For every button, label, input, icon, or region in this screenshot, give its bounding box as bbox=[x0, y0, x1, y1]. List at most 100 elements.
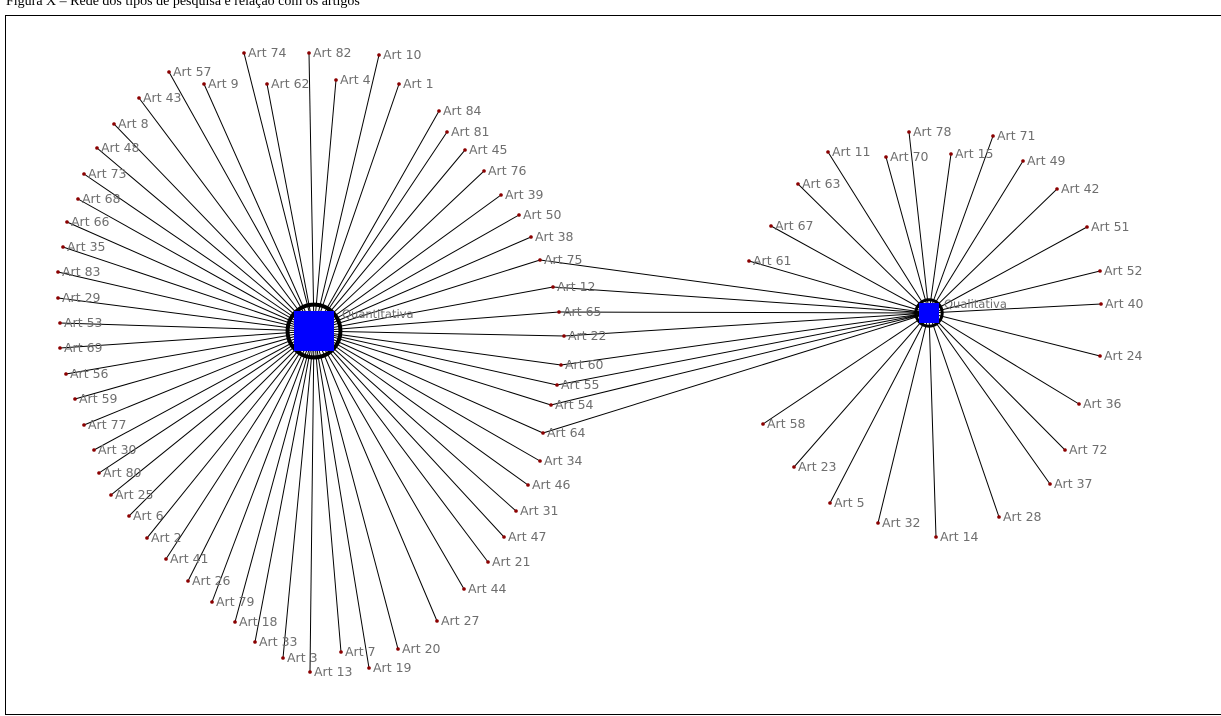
node-art-19 bbox=[367, 666, 371, 670]
node-art-50 bbox=[517, 213, 521, 217]
node-art-37 bbox=[1048, 482, 1052, 486]
node-art-14 bbox=[934, 535, 938, 539]
node-art-79 bbox=[210, 600, 214, 604]
node-art-63 bbox=[796, 182, 800, 186]
node-art-53 bbox=[58, 321, 62, 325]
node-art-70 bbox=[884, 155, 888, 159]
edge-qual-art-42 bbox=[928, 188, 1058, 314]
node-label-art-9: Art 9 bbox=[208, 76, 239, 91]
node-art-35 bbox=[61, 245, 65, 249]
node-art-61 bbox=[747, 259, 751, 263]
node-art-10 bbox=[377, 53, 381, 57]
node-label-art-54: Art 54 bbox=[555, 397, 594, 412]
edge-quant-art-4 bbox=[313, 79, 337, 332]
node-label-art-79: Art 79 bbox=[216, 594, 255, 609]
node-label-art-63: Art 63 bbox=[802, 176, 840, 191]
node-label-art-68: Art 68 bbox=[82, 191, 121, 206]
node-art-27 bbox=[435, 619, 439, 623]
edge-quant-art-13 bbox=[309, 330, 315, 673]
edge-qual-art-54 bbox=[550, 312, 930, 406]
node-art-46 bbox=[526, 483, 530, 487]
node-label-art-6: Art 6 bbox=[133, 508, 164, 523]
node-label-art-21: Art 21 bbox=[492, 554, 530, 569]
edge-quant-art-44 bbox=[313, 330, 465, 590]
hub-ring-quant bbox=[285, 302, 343, 360]
node-art-41 bbox=[164, 557, 168, 561]
edge-quant-art-43 bbox=[138, 97, 315, 332]
node-art-67 bbox=[769, 224, 773, 228]
edge-qual-art-37 bbox=[928, 312, 1051, 485]
hub-label-quant: Quantitativa bbox=[342, 307, 414, 321]
edge-quant-art-25 bbox=[110, 330, 315, 496]
node-label-art-49: Art 49 bbox=[1027, 153, 1066, 168]
node-art-28 bbox=[997, 515, 1001, 519]
edge-qual-art-55 bbox=[556, 312, 930, 386]
node-label-art-83: Art 83 bbox=[62, 264, 100, 279]
node-art-52 bbox=[1098, 269, 1102, 273]
node-label-art-64: Art 64 bbox=[547, 425, 586, 440]
edge-qual-art-22 bbox=[563, 312, 930, 337]
node-label-art-10: Art 10 bbox=[383, 47, 422, 62]
edge-qual-art-36 bbox=[928, 312, 1080, 405]
node-art-55 bbox=[555, 383, 559, 387]
node-art-6 bbox=[127, 514, 131, 518]
edge-quant-art-33 bbox=[254, 330, 315, 643]
edge-quant-art-8 bbox=[113, 123, 315, 332]
node-art-47 bbox=[502, 535, 506, 539]
node-art-78 bbox=[907, 130, 911, 134]
edge-qual-art-78 bbox=[908, 131, 930, 314]
edge-qual-art-72 bbox=[928, 312, 1066, 451]
node-art-12 bbox=[551, 285, 555, 289]
edge-quant-art-53 bbox=[59, 322, 315, 332]
edge-quant-art-83 bbox=[57, 271, 315, 332]
edge-quant-art-56 bbox=[65, 330, 315, 375]
edge-qual-art-70 bbox=[885, 156, 930, 314]
node-art-66 bbox=[65, 220, 69, 224]
node-label-art-71: Art 71 bbox=[997, 128, 1035, 143]
edge-quant-art-62 bbox=[266, 83, 315, 332]
node-label-art-50: Art 50 bbox=[523, 207, 562, 222]
node-label-art-62: Art 62 bbox=[271, 76, 309, 91]
node-art-40 bbox=[1099, 302, 1103, 306]
node-label-art-3: Art 3 bbox=[287, 650, 318, 665]
edge-qual-art-32 bbox=[877, 312, 930, 524]
edge-quant-art-20 bbox=[313, 330, 399, 650]
edge-quant-art-19 bbox=[313, 330, 370, 669]
hub-node-qual bbox=[919, 303, 939, 323]
node-label-art-78: Art 78 bbox=[913, 124, 952, 139]
node-label-art-25: Art 25 bbox=[115, 487, 153, 502]
node-label-art-34: Art 34 bbox=[544, 453, 583, 468]
node-art-21 bbox=[486, 560, 490, 564]
edge-qual-art-23 bbox=[793, 312, 930, 468]
node-label-art-33: Art 33 bbox=[259, 634, 297, 649]
node-label-art-55: Art 55 bbox=[561, 377, 599, 392]
node-art-75 bbox=[538, 258, 542, 262]
node-label-art-72: Art 72 bbox=[1069, 442, 1107, 457]
edge-qual-art-58 bbox=[762, 312, 930, 425]
node-art-3 bbox=[281, 656, 285, 660]
edge-quant-art-73 bbox=[83, 173, 315, 332]
node-label-art-8: Art 8 bbox=[118, 116, 149, 131]
node-label-art-44: Art 44 bbox=[468, 581, 507, 596]
node-label-art-13: Art 13 bbox=[314, 664, 352, 679]
node-art-64 bbox=[541, 431, 545, 435]
node-art-44 bbox=[462, 587, 466, 591]
edge-qual-art-11 bbox=[827, 151, 930, 314]
edge-quant-art-57 bbox=[168, 71, 315, 332]
edge-quant-art-66 bbox=[66, 221, 315, 332]
node-art-68 bbox=[76, 197, 80, 201]
edge-quant-art-45 bbox=[313, 149, 466, 332]
edge-quant-art-9 bbox=[203, 83, 315, 332]
node-label-art-60: Art 60 bbox=[565, 357, 604, 372]
edge-quant-art-48 bbox=[96, 147, 315, 332]
node-label-art-69: Art 69 bbox=[64, 340, 103, 355]
edge-quant-art-38 bbox=[313, 236, 532, 332]
node-label-art-56: Art 56 bbox=[70, 366, 109, 381]
node-label-art-61: Art 61 bbox=[753, 253, 791, 268]
node-label-art-84: Art 84 bbox=[443, 103, 482, 118]
hub-label-qual: Qualitativa bbox=[944, 297, 1007, 311]
edge-quant-art-74 bbox=[243, 52, 315, 332]
figure-caption: Figura X – Rede dos tipos de pesquisa e … bbox=[6, 0, 360, 9]
node-art-36 bbox=[1077, 402, 1081, 406]
node-art-32 bbox=[876, 521, 880, 525]
